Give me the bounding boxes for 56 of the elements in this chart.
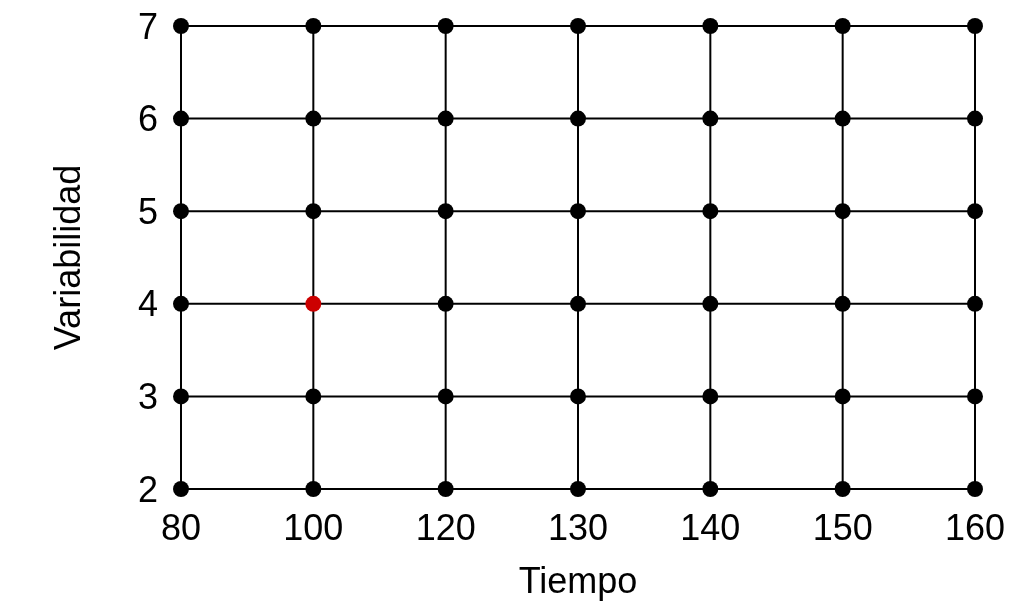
point — [570, 481, 586, 497]
x-tick-label: 100 — [283, 507, 344, 548]
x-tick-label: 130 — [547, 507, 609, 548]
point — [570, 388, 586, 405]
point — [437, 388, 454, 405]
point — [305, 110, 322, 127]
point — [834, 110, 851, 127]
point — [834, 481, 851, 497]
point — [967, 388, 983, 405]
point — [702, 388, 719, 405]
point — [967, 481, 983, 497]
x-tick-label: 140 — [680, 507, 741, 548]
point — [834, 18, 851, 34]
point — [305, 388, 322, 405]
point — [702, 481, 719, 497]
y-tick-label: 3 — [137, 376, 158, 417]
y-axis-title: Variabilidad — [47, 164, 88, 351]
x-axis-title: Tiempo — [518, 560, 638, 601]
point — [834, 295, 851, 312]
point — [570, 295, 586, 312]
y-tick-label: 2 — [137, 468, 158, 510]
point — [437, 203, 454, 220]
x-tick-label: 80 — [160, 507, 202, 548]
point — [570, 18, 586, 34]
point — [305, 203, 322, 220]
point — [305, 18, 322, 34]
x-tick-label: 120 — [415, 507, 476, 548]
point — [437, 295, 454, 312]
point — [173, 203, 189, 220]
point — [967, 295, 983, 312]
point — [437, 481, 454, 497]
point — [834, 203, 851, 220]
point — [173, 110, 189, 127]
point — [702, 110, 719, 127]
point — [570, 110, 586, 127]
point — [305, 481, 322, 497]
point — [967, 18, 983, 34]
y-tick-label: 6 — [137, 98, 158, 140]
point — [834, 388, 851, 405]
x-tick-label: 160 — [944, 507, 1006, 548]
point — [173, 388, 189, 405]
point — [173, 18, 189, 34]
point — [967, 203, 983, 220]
x-tick-label: 150 — [812, 507, 873, 548]
point — [570, 203, 586, 220]
point — [173, 481, 189, 497]
point — [437, 110, 454, 127]
point — [173, 295, 189, 312]
point — [702, 18, 719, 34]
point — [967, 110, 983, 127]
point — [702, 295, 719, 312]
point — [437, 18, 454, 34]
y-tick-label: 5 — [137, 190, 158, 232]
y-tick-label: 7 — [137, 5, 158, 47]
y-tick-label: 4 — [137, 283, 158, 325]
point — [702, 203, 719, 220]
